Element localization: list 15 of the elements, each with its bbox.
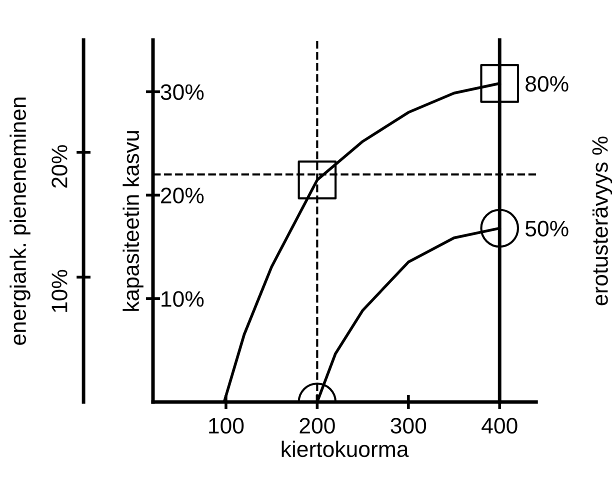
y2-axis-title: energiank. pieneneminen: [10, 98, 30, 345]
y-tick-label: 30%: [160, 84, 204, 100]
y-tick-label: 20%: [161, 188, 204, 204]
y3-axis-title: erotusterävyys %: [592, 136, 612, 306]
x-tick-label: 400: [482, 418, 518, 434]
y-axis-title: kapasiteetin kasvu: [122, 131, 144, 311]
x-axis-title: kiertokuorma: [282, 440, 409, 458]
x-tick-label: 200: [300, 418, 335, 434]
x-tick-label: 300: [390, 418, 426, 434]
y2-tick-label: 20%: [52, 145, 68, 188]
y2-tick-label: 10%: [52, 270, 68, 312]
x-tick-label: 100: [209, 418, 244, 434]
y3-tick-label: 80%: [526, 76, 568, 92]
y3-tick-label: 50%: [526, 220, 568, 237]
y-tick-label: 10%: [162, 291, 204, 307]
